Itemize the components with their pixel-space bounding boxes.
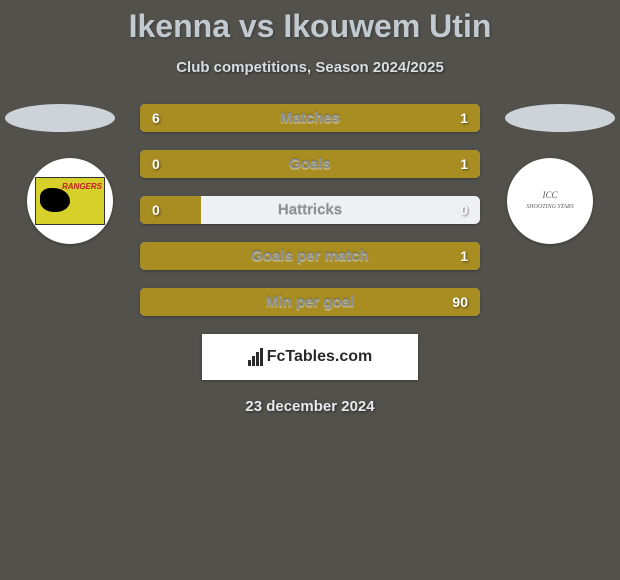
page-title: Ikenna vs Ikouwem Utin	[0, 0, 620, 45]
stat-row: Hattricks 0 0	[140, 196, 480, 224]
bar-left-fill	[140, 196, 201, 224]
shooting-stars-logo: ICC SHOOTING STARS	[526, 191, 573, 211]
stat-right-value: 1	[460, 248, 468, 264]
left-team-badge: RANGERS	[27, 158, 113, 244]
left-player-oval	[5, 104, 115, 132]
stat-left-value: 6	[152, 110, 160, 126]
stat-bars: Matches 6 1 Goals 0 1 Hattricks 0 0 Goals per mat…	[140, 104, 480, 316]
bar-right-fill	[405, 104, 480, 132]
stat-label: Hattricks	[278, 202, 342, 219]
stat-label: Min per goal	[266, 294, 354, 311]
bar-left-fill	[140, 150, 201, 178]
bar-right-fill	[201, 150, 480, 178]
right-team-badge: ICC SHOOTING STARS	[507, 158, 593, 244]
brand-box: FcTables.com	[202, 334, 418, 380]
brand-text: FcTables.com	[267, 348, 373, 366]
panther-icon	[40, 188, 70, 212]
stat-label: Goals	[289, 156, 331, 173]
stat-label: Matches	[280, 110, 340, 127]
bar-chart-icon	[248, 348, 263, 366]
rangers-logo: RANGERS	[35, 177, 105, 225]
stat-left-value: 0	[152, 156, 160, 172]
badge-right-line2: SHOOTING STARS	[526, 204, 573, 210]
rangers-text: RANGERS	[62, 182, 102, 191]
stat-right-value: 1	[460, 110, 468, 126]
stat-row: Goals per match 1	[140, 242, 480, 270]
stat-label: Goals per match	[251, 248, 369, 265]
stat-row: Min per goal 90	[140, 288, 480, 316]
comparison-area: RANGERS ICC SHOOTING STARS Matches61Goal…	[0, 104, 620, 316]
badge-right-line1: ICC	[542, 190, 557, 200]
stat-right-value: 90	[452, 294, 468, 310]
date-text: 23 december 2024	[0, 398, 620, 415]
stat-left-value: 0	[152, 202, 160, 218]
bar-left-fill	[140, 104, 405, 132]
stat-row: Matches 6 1	[140, 104, 480, 132]
stat-right-value: 0	[460, 202, 468, 218]
subtitle: Club competitions, Season 2024/2025	[0, 59, 620, 76]
right-player-oval	[505, 104, 615, 132]
stat-row: Goals 0 1	[140, 150, 480, 178]
fctables-logo: FcTables.com	[248, 348, 373, 366]
stat-right-value: 1	[460, 156, 468, 172]
